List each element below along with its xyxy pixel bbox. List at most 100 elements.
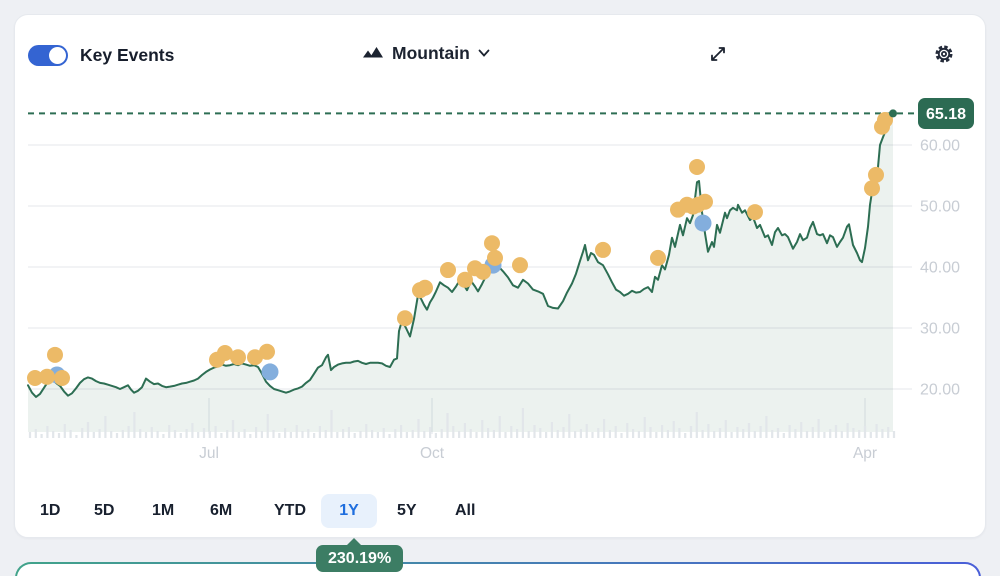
volume-bar (701, 430, 704, 438)
event-marker-orange[interactable] (877, 111, 893, 128)
volume-bar (632, 429, 635, 438)
volume-bar (742, 429, 745, 438)
event-marker-blue[interactable] (261, 363, 279, 381)
volume-bar (510, 426, 513, 438)
volume-bar (684, 433, 687, 438)
volume-bar (585, 424, 588, 438)
range-button-5d[interactable]: 5D (94, 494, 114, 528)
event-marker-orange[interactable] (864, 180, 880, 197)
event-marker-orange[interactable] (487, 249, 503, 266)
volume-bar (649, 427, 652, 438)
volume-bar (881, 429, 884, 438)
volume-bar (730, 432, 733, 438)
event-marker-orange[interactable] (47, 346, 63, 363)
range-button-all[interactable]: All (455, 494, 475, 528)
event-marker-orange[interactable] (397, 310, 413, 327)
range-button-ytd[interactable]: YTD (274, 494, 306, 528)
event-marker-blue[interactable] (694, 214, 712, 232)
volume-bar (173, 430, 177, 438)
event-marker-orange[interactable] (512, 257, 528, 274)
event-marker-orange[interactable] (484, 235, 500, 252)
settings-button[interactable] (933, 43, 955, 68)
key-events-toggle[interactable] (28, 45, 68, 66)
change-badge-notch (346, 538, 362, 546)
volume-bar (765, 416, 768, 438)
volume-bar (829, 429, 832, 438)
event-marker-orange[interactable] (54, 370, 70, 387)
volume-bar (875, 424, 878, 438)
event-marker-orange[interactable] (417, 279, 433, 296)
volume-bar (156, 431, 159, 438)
volume-bar (330, 410, 333, 438)
range-button-1d[interactable]: 1D (40, 494, 60, 528)
volume-bar (469, 429, 472, 438)
toggle-knob (49, 47, 66, 64)
event-marker-orange[interactable] (697, 193, 713, 210)
volume-bar (498, 416, 501, 438)
volume-bar (237, 432, 240, 438)
event-marker-orange[interactable] (595, 241, 611, 258)
volume-bar (475, 432, 478, 438)
event-marker-orange[interactable] (868, 166, 884, 183)
event-marker-orange[interactable] (217, 345, 233, 362)
volume-bar (539, 428, 542, 438)
range-button-5y[interactable]: 5Y (397, 494, 417, 528)
volume-bar (52, 431, 55, 438)
volume-bar (434, 433, 437, 438)
volume-bar (458, 431, 461, 438)
range-button-row: 1D 5D 1M 6M YTD 1Y 5Y All (0, 494, 1000, 528)
volume-bar (452, 426, 455, 438)
volume-bar (574, 431, 577, 438)
volume-bar (313, 433, 316, 438)
volume-bar (115, 433, 119, 438)
volume-bar (718, 428, 722, 438)
volume-bar (666, 430, 669, 438)
volume-bar (504, 432, 507, 438)
volume-bar (278, 433, 281, 438)
event-marker-orange[interactable] (27, 370, 43, 387)
change-badge: 230.19% (316, 538, 404, 572)
volume-bar (226, 430, 229, 438)
volume-bar (150, 427, 153, 438)
volume-bar (243, 429, 246, 438)
event-marker-orange[interactable] (689, 158, 705, 175)
event-marker-orange[interactable] (39, 368, 55, 385)
range-button-1m[interactable]: 1M (152, 494, 174, 528)
volume-bar (579, 429, 582, 438)
event-marker-orange[interactable] (457, 271, 473, 288)
volume-bar (782, 433, 785, 438)
volume-bar (139, 429, 142, 438)
range-button-1y[interactable]: 1Y (321, 494, 377, 528)
volume-bar (713, 431, 716, 438)
event-marker-orange[interactable] (247, 349, 263, 366)
volume-bar (34, 429, 37, 438)
event-marker-orange[interactable] (650, 249, 666, 266)
chart-type-select[interactable]: Mountain (362, 43, 490, 64)
volume-bar (63, 424, 66, 438)
volume-bar (179, 433, 182, 438)
volume-bar (892, 431, 896, 438)
event-marker-orange[interactable] (259, 343, 275, 360)
volume-bar (92, 432, 95, 438)
chart-type-value: Mountain (392, 43, 470, 63)
volume-bar (394, 429, 397, 438)
volume-bar (57, 433, 61, 438)
volume-bar (272, 430, 275, 438)
volume-bar (817, 419, 820, 438)
gear-icon (933, 45, 955, 68)
volume-bar (388, 434, 391, 438)
event-marker-orange[interactable] (440, 262, 456, 279)
range-button-6m[interactable]: 6M (210, 494, 232, 528)
volume-bar (185, 429, 188, 438)
volume-bar (533, 425, 536, 438)
volume-bar (463, 423, 466, 438)
event-marker-orange[interactable] (747, 204, 763, 221)
event-marker-orange[interactable] (475, 263, 491, 280)
last-price-badge (918, 98, 974, 129)
volume-bar (69, 430, 72, 438)
event-marker-orange[interactable] (230, 349, 246, 366)
expand-button[interactable] (709, 45, 727, 66)
volume-bar (75, 435, 78, 438)
price-line (27, 112, 894, 398)
